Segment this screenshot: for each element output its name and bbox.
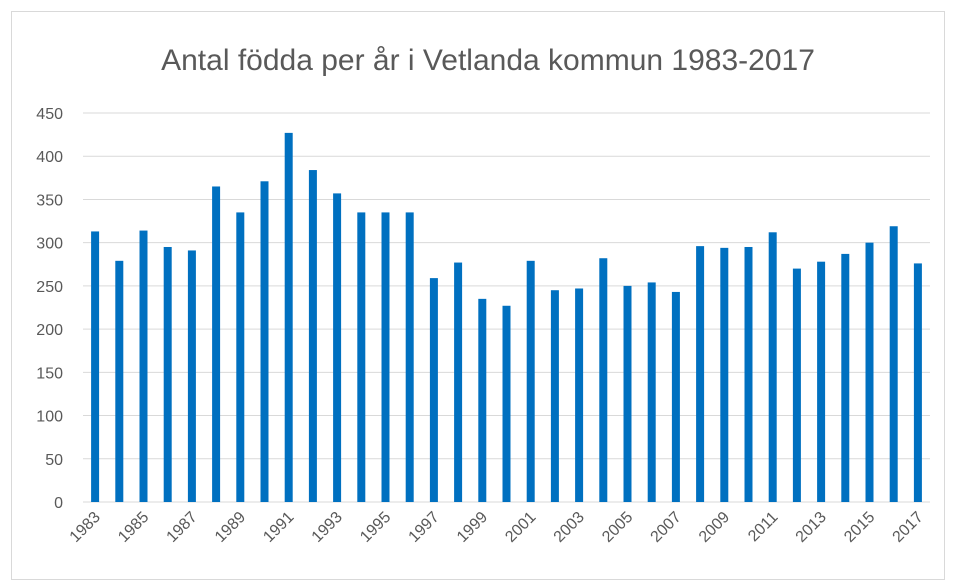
y-tick-label: 50: [45, 452, 63, 469]
bar: [841, 253, 850, 502]
bar: [308, 170, 317, 502]
y-tick-label: 150: [36, 365, 63, 382]
bar: [817, 261, 826, 502]
y-tick-label: 350: [36, 192, 63, 209]
bar: [696, 246, 705, 502]
bar: [260, 181, 269, 502]
bar: [744, 246, 753, 502]
bar: [671, 291, 680, 502]
y-tick-label: 0: [54, 495, 63, 512]
bar: [212, 186, 221, 502]
bar: [913, 263, 922, 502]
bar: [236, 212, 245, 502]
chart-border: [11, 11, 945, 580]
bar: [139, 230, 148, 502]
bar: [792, 268, 801, 502]
bar: [187, 250, 196, 502]
bar: [575, 288, 584, 502]
y-tick-label: 400: [36, 149, 63, 166]
bar: [429, 278, 438, 502]
y-tick-label: 100: [36, 409, 63, 426]
y-tick-label: 450: [36, 106, 63, 123]
bar: [889, 226, 898, 502]
bar: [502, 305, 511, 502]
bar: [647, 282, 656, 502]
chart-title: Antal födda per år i Vetlanda kommun 198…: [161, 44, 815, 77]
y-tick-label: 250: [36, 279, 63, 296]
bar: [623, 285, 632, 502]
y-tick-label: 200: [36, 322, 63, 339]
bar: [284, 132, 293, 503]
bar: [115, 260, 124, 502]
bar: [599, 258, 608, 502]
y-tick-label: 300: [36, 236, 63, 253]
bar: [333, 193, 342, 503]
bar: [91, 231, 100, 502]
bar: [454, 262, 463, 502]
bar: [405, 212, 414, 502]
bar: [381, 212, 390, 502]
bar: [478, 298, 487, 502]
bar: [526, 260, 535, 502]
bar: [550, 290, 559, 502]
bar: [163, 246, 172, 502]
bar: [357, 212, 366, 502]
bar: [720, 247, 729, 502]
bar: [768, 232, 777, 502]
bar: [865, 242, 874, 502]
